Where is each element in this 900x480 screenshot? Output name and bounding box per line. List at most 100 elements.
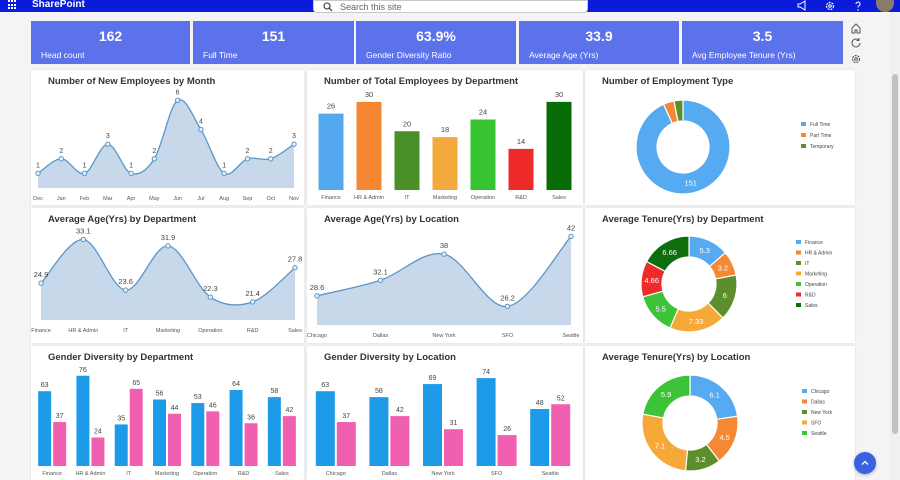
gender-by-location-bar-chart: 63 37 Chicago 58 42 Dallas 69 31 New York 74 26 SFO… xyxy=(315,369,571,477)
search-icon xyxy=(323,2,333,12)
data-label: 21.4 xyxy=(245,289,260,298)
tick-label: Oct xyxy=(266,196,275,202)
tick-label: IT xyxy=(126,471,132,477)
data-label: 24.9 xyxy=(34,270,49,279)
age-by-location-area-chart: 28.6 Chicago 32.1 Dallas 38 New York 26.2 SFO 42… xyxy=(307,223,580,339)
tick-label: Jan xyxy=(57,196,66,202)
legend-label: Chicago xyxy=(811,389,830,395)
chart-title: Gender Diversity by Location xyxy=(324,352,456,363)
bar xyxy=(336,422,356,466)
data-label: 37 xyxy=(342,413,350,420)
tick-label: Chicago xyxy=(307,333,327,339)
data-point xyxy=(151,156,158,162)
search-box[interactable]: Search this site xyxy=(313,0,588,13)
data-label: 58 xyxy=(375,388,383,395)
data-label: 63 xyxy=(41,382,49,389)
tick-label: Operation xyxy=(198,328,222,334)
bar xyxy=(444,429,463,466)
kpi-label: Gender Diversity Ratio xyxy=(366,50,452,60)
legend-swatch xyxy=(801,122,806,126)
help-icon[interactable] xyxy=(852,0,864,12)
data-label: 3.2 xyxy=(718,264,728,273)
data-label: 42 xyxy=(567,223,575,232)
legend-label: HR & Admin xyxy=(805,251,832,257)
data-point xyxy=(198,126,204,133)
legend-label: IT xyxy=(805,261,809,267)
avatar[interactable] xyxy=(876,0,894,12)
data-point xyxy=(291,141,297,147)
home-icon[interactable] xyxy=(850,22,862,34)
area-fill xyxy=(41,239,295,320)
data-label: 6 xyxy=(176,89,180,96)
legend-swatch xyxy=(802,389,807,393)
data-point xyxy=(292,265,298,271)
area-fill xyxy=(317,236,571,325)
data-point xyxy=(174,97,181,104)
tick-label: Apr xyxy=(127,196,136,202)
bar xyxy=(229,390,243,466)
bar xyxy=(476,378,496,466)
tick-label: R&D xyxy=(247,328,259,334)
chevron-up-icon xyxy=(861,460,869,465)
data-label: 48 xyxy=(536,400,544,407)
area-fill xyxy=(38,99,294,188)
bar xyxy=(508,148,534,190)
bar xyxy=(432,137,458,190)
data-point xyxy=(568,233,574,240)
bar xyxy=(423,384,442,466)
tick-label: IT xyxy=(405,195,411,201)
gear-icon[interactable] xyxy=(850,53,862,65)
data-label: 18 xyxy=(441,125,449,134)
data-point xyxy=(441,251,447,257)
legend-swatch xyxy=(796,250,801,255)
data-label: 65 xyxy=(132,380,140,387)
data-label: 6.1 xyxy=(709,391,719,400)
kpi-card-gender-diversity: 63.9% Gender Diversity Ratio xyxy=(356,21,516,64)
data-point xyxy=(244,156,251,162)
data-label: 24 xyxy=(94,429,102,436)
tick-label: Dallas xyxy=(373,333,389,339)
scrollbar-thumb[interactable] xyxy=(892,74,898,434)
app-title[interactable]: SharePoint xyxy=(32,0,85,10)
search-input[interactable]: Search this site xyxy=(340,2,402,12)
data-label: 42 xyxy=(285,407,293,414)
data-label: 28.6 xyxy=(310,283,325,292)
data-label: 31.9 xyxy=(161,233,176,242)
kpi-label: Head count xyxy=(41,50,85,60)
bar xyxy=(546,101,572,190)
bar xyxy=(282,416,296,466)
tick-label: HR & Admin xyxy=(354,195,384,201)
megaphone-icon[interactable] xyxy=(796,0,808,12)
tick-label: HR & Admin xyxy=(68,328,98,334)
tick-label: Jul xyxy=(197,196,204,202)
series-line xyxy=(316,235,572,308)
gender-by-dept-bar-chart: 63 37 Finance 76 24 HR & Admin 35 65 IT 56 44 Marke… xyxy=(38,367,296,477)
data-label: 7.33 xyxy=(689,317,704,326)
tick-label: Sales xyxy=(288,328,302,334)
app-launcher-icon[interactable] xyxy=(8,0,18,10)
data-label: 4.66 xyxy=(644,276,659,285)
tick-label: Finance xyxy=(31,328,51,334)
data-label: 24 xyxy=(479,108,487,117)
kpi-value: 63.9% xyxy=(416,28,456,44)
kpi-value: 162 xyxy=(98,28,123,44)
kpi-label: Full Time xyxy=(203,50,238,60)
scroll-to-top-button[interactable] xyxy=(854,452,876,474)
data-point xyxy=(122,287,129,293)
bar xyxy=(91,437,105,466)
data-label: 151 xyxy=(684,179,697,188)
chart-title: Number of Total Employees by Department xyxy=(324,76,519,87)
data-point xyxy=(105,141,111,147)
pie-slice xyxy=(645,235,690,273)
data-label: 6 xyxy=(723,291,727,300)
kpi-label: Avg Employee Tenure (Yrs) xyxy=(692,50,796,60)
kpi-value: 3.5 xyxy=(752,28,773,44)
kpi-card-full-time: 151 Full Time xyxy=(193,21,354,64)
data-point xyxy=(377,277,384,283)
gear-icon[interactable] xyxy=(824,0,836,12)
data-label: 4 xyxy=(199,119,203,126)
refresh-icon[interactable] xyxy=(850,37,862,49)
tick-label: Dec xyxy=(33,196,43,202)
pie-slice xyxy=(642,374,691,419)
bar xyxy=(244,423,258,466)
